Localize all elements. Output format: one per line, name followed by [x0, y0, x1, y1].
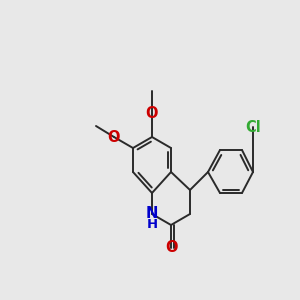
- Text: O: O: [146, 106, 158, 122]
- Text: H: H: [146, 218, 158, 230]
- Text: Cl: Cl: [245, 119, 261, 134]
- Text: O: O: [108, 130, 120, 145]
- Text: N: N: [146, 206, 158, 220]
- Text: O: O: [166, 241, 178, 256]
